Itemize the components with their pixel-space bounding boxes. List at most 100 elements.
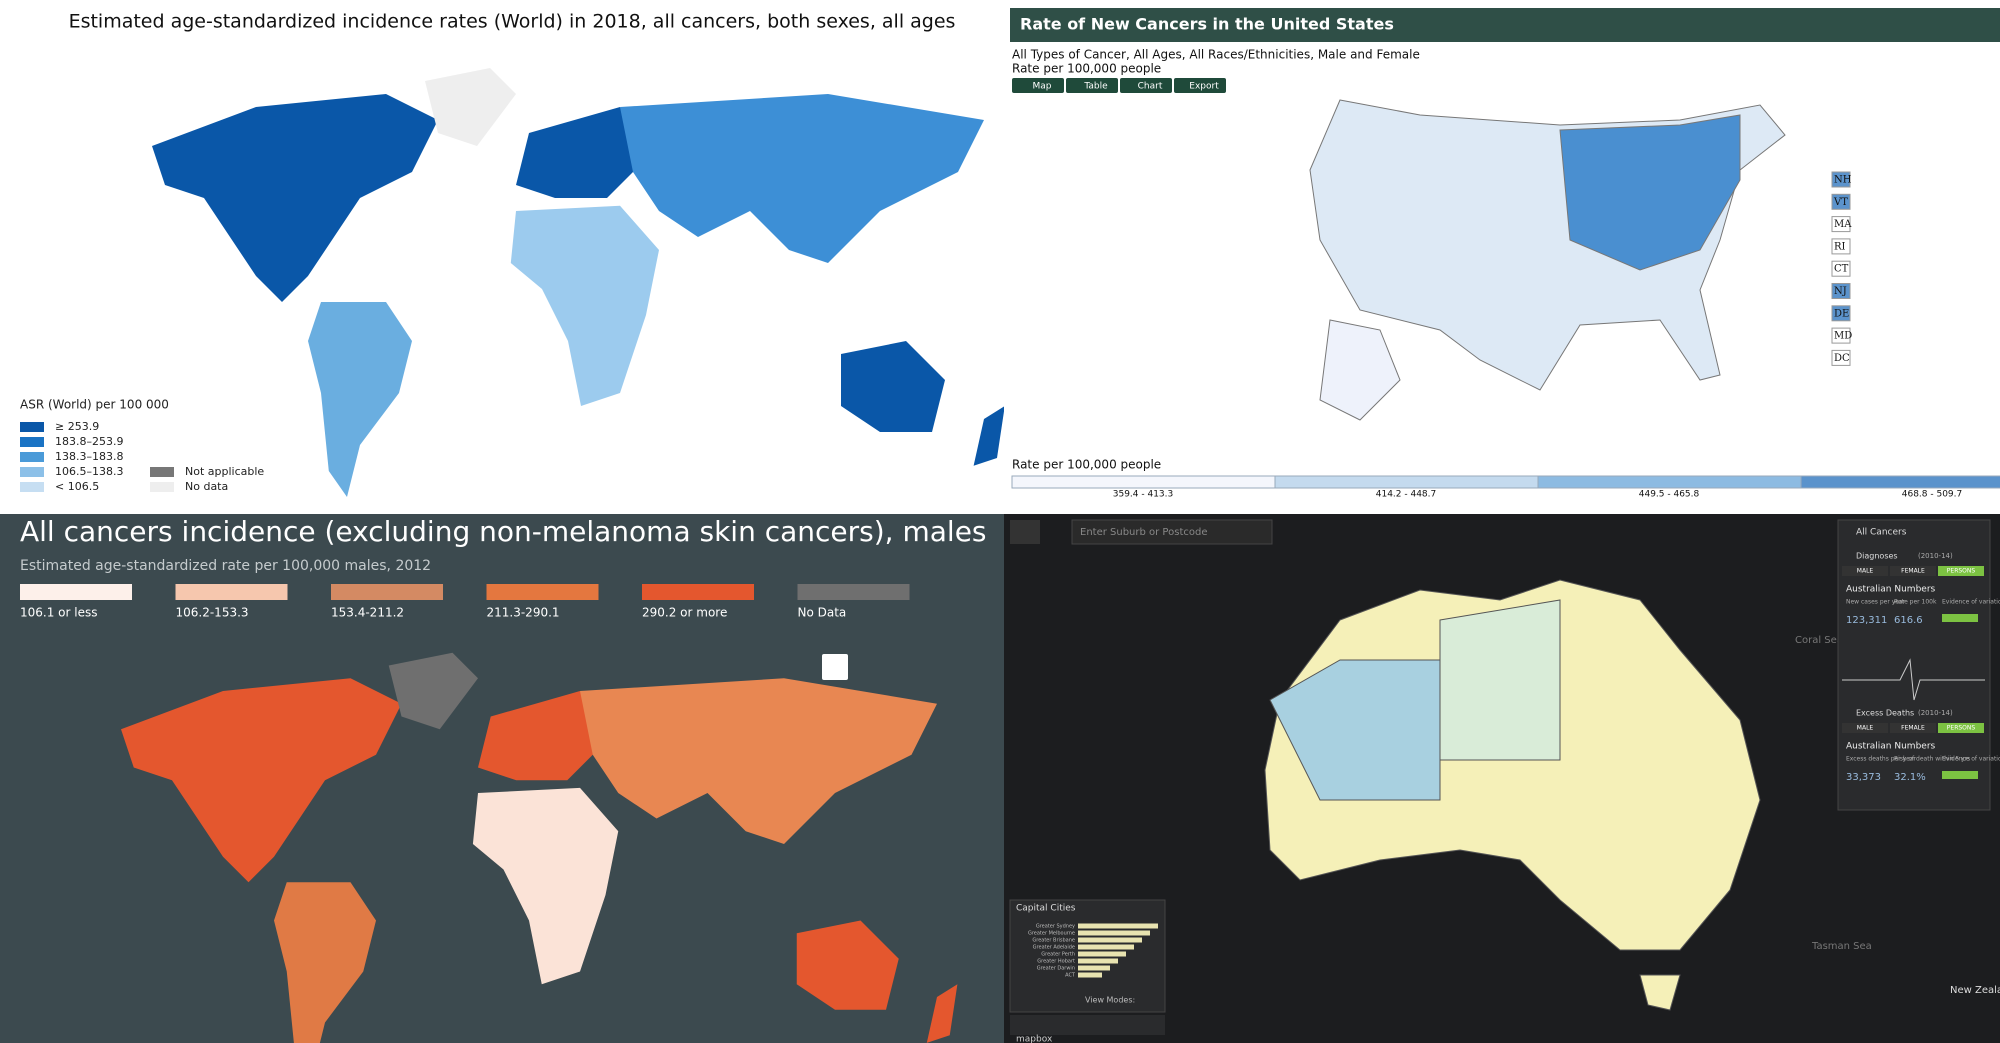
state-label: DC bbox=[1834, 353, 1850, 364]
panel-bg bbox=[0, 0, 1004, 514]
button-label: Table bbox=[1083, 82, 1108, 92]
section-title: Diagnoses bbox=[1856, 552, 1898, 561]
legend-title: ASR (World) per 100 000 bbox=[20, 398, 169, 412]
section-period: (2010-14) bbox=[1918, 709, 1953, 717]
state-box bbox=[1831, 349, 1851, 366]
button-label: Map bbox=[1033, 82, 1052, 92]
tab[interactable] bbox=[1890, 723, 1936, 733]
state-label: DE bbox=[1834, 308, 1849, 319]
legend-label: 449.5 - 465.8 bbox=[1639, 490, 1700, 500]
section-title: Excess Deaths bbox=[1856, 709, 1914, 718]
legend-label: 290.2 or more bbox=[642, 606, 727, 620]
place-label: Coral Sea bbox=[1795, 635, 1843, 646]
stat-label: Evidence of variation bbox=[1942, 756, 2000, 763]
tab[interactable] bbox=[1938, 723, 1984, 733]
tab-label: PERSONS bbox=[1947, 725, 1976, 732]
legend-label: 106.5–138.3 bbox=[55, 465, 123, 478]
title: All cancers incidence (excluding non-mel… bbox=[20, 515, 987, 548]
state-box bbox=[1831, 171, 1851, 188]
view-modes: View Modes: bbox=[1085, 996, 1135, 1005]
state-label: MD bbox=[1834, 331, 1852, 342]
legend-swatch bbox=[797, 584, 910, 600]
state-box bbox=[1831, 260, 1851, 277]
fullscreen-button[interactable] bbox=[822, 654, 848, 680]
unit: Rate per 100,000 people bbox=[1012, 62, 1161, 76]
legend-swatch bbox=[20, 452, 44, 462]
state-box bbox=[1831, 283, 1851, 299]
city-label: Greater Perth bbox=[1041, 952, 1075, 958]
tab[interactable] bbox=[1842, 723, 1888, 733]
state-box bbox=[1831, 216, 1851, 233]
legend-swatch bbox=[150, 482, 174, 492]
city-bar bbox=[1078, 951, 1126, 957]
legend-label: < 106.5 bbox=[55, 480, 99, 493]
region bbox=[1439, 599, 1561, 761]
stat-value: 616.6 bbox=[1894, 615, 1923, 626]
legend-label: No Data bbox=[798, 606, 847, 620]
legend-label: 153.4-211.2 bbox=[331, 606, 404, 620]
attribution: mapbox bbox=[1016, 1035, 1053, 1043]
button[interactable] bbox=[1120, 78, 1172, 93]
section-period: (2010-14) bbox=[1918, 552, 1953, 560]
legend-label: 138.3–183.8 bbox=[55, 450, 123, 463]
legend-swatch bbox=[1011, 475, 1276, 489]
legend-label: 106.1 or less bbox=[20, 606, 97, 620]
button[interactable] bbox=[1012, 78, 1064, 93]
city-label: Greater Melbourne bbox=[1028, 931, 1075, 937]
tab-label: PERSONS bbox=[1947, 568, 1976, 575]
tab-label: MALE bbox=[1857, 725, 1874, 732]
tab[interactable] bbox=[1938, 566, 1984, 576]
legend-label: 468.8 - 509.7 bbox=[1902, 490, 1963, 500]
stat-label: Risk of death within 5 yrs bbox=[1894, 756, 1970, 763]
layer-label: All Cancers bbox=[1856, 528, 1907, 538]
state-label: RI bbox=[1834, 241, 1846, 252]
title: Estimated age-standardized incidence rat… bbox=[69, 11, 956, 33]
city-label: Greater Darwin bbox=[1037, 966, 1075, 972]
city-bar bbox=[1078, 958, 1118, 964]
city-bar bbox=[1078, 972, 1102, 978]
tab-label: FEMALE bbox=[1901, 568, 1925, 575]
legend-label: 414.2 - 448.7 bbox=[1376, 490, 1437, 500]
cities-title: Capital Cities bbox=[1016, 904, 1076, 914]
legend-swatch bbox=[175, 584, 288, 600]
search-box[interactable] bbox=[1071, 519, 1273, 545]
legend-label: 183.8–253.9 bbox=[55, 435, 123, 448]
button-label: Export bbox=[1189, 82, 1219, 92]
button[interactable] bbox=[1066, 78, 1118, 93]
legend-label: No data bbox=[185, 480, 228, 493]
button[interactable] bbox=[1174, 78, 1226, 93]
stat-label: New cases per year bbox=[1846, 599, 1906, 606]
legend-swatch bbox=[20, 584, 132, 600]
place-label: New Zealand bbox=[1950, 985, 2000, 996]
legend-swatch bbox=[20, 437, 44, 447]
city-bar bbox=[1078, 944, 1134, 950]
distribution bbox=[1842, 658, 1985, 701]
state-label: NJ bbox=[1834, 286, 1847, 297]
place-label: Tasman Sea bbox=[1811, 941, 1872, 952]
legend-title: Rate per 100,000 people bbox=[1012, 458, 1161, 472]
state-box bbox=[1831, 193, 1851, 210]
legend-swatch bbox=[331, 584, 443, 600]
state-box bbox=[1831, 327, 1851, 344]
tab[interactable] bbox=[1890, 566, 1936, 576]
legend-swatch bbox=[1274, 475, 1539, 489]
state-label: CT bbox=[1834, 264, 1849, 275]
legend-swatch bbox=[20, 482, 44, 492]
variation-bar bbox=[1942, 771, 1978, 779]
legend-swatch bbox=[642, 584, 754, 600]
header-bar bbox=[1010, 8, 2000, 42]
state-box bbox=[1831, 305, 1851, 322]
alaska bbox=[1319, 319, 1401, 421]
legend-swatch bbox=[486, 584, 599, 600]
stat-value: 123,311 bbox=[1846, 615, 1887, 626]
tab[interactable] bbox=[1842, 566, 1888, 576]
search-placeholder: Enter Suburb or Postcode bbox=[1080, 527, 1207, 538]
city-bar bbox=[1078, 930, 1150, 936]
heading: Australian Numbers bbox=[1846, 585, 1936, 595]
stat-label: Excess deaths per year bbox=[1846, 756, 1917, 763]
city-label: ACT bbox=[1065, 973, 1076, 979]
side-panel bbox=[1837, 519, 1991, 811]
legend-label: 106.2-153.3 bbox=[176, 606, 249, 620]
